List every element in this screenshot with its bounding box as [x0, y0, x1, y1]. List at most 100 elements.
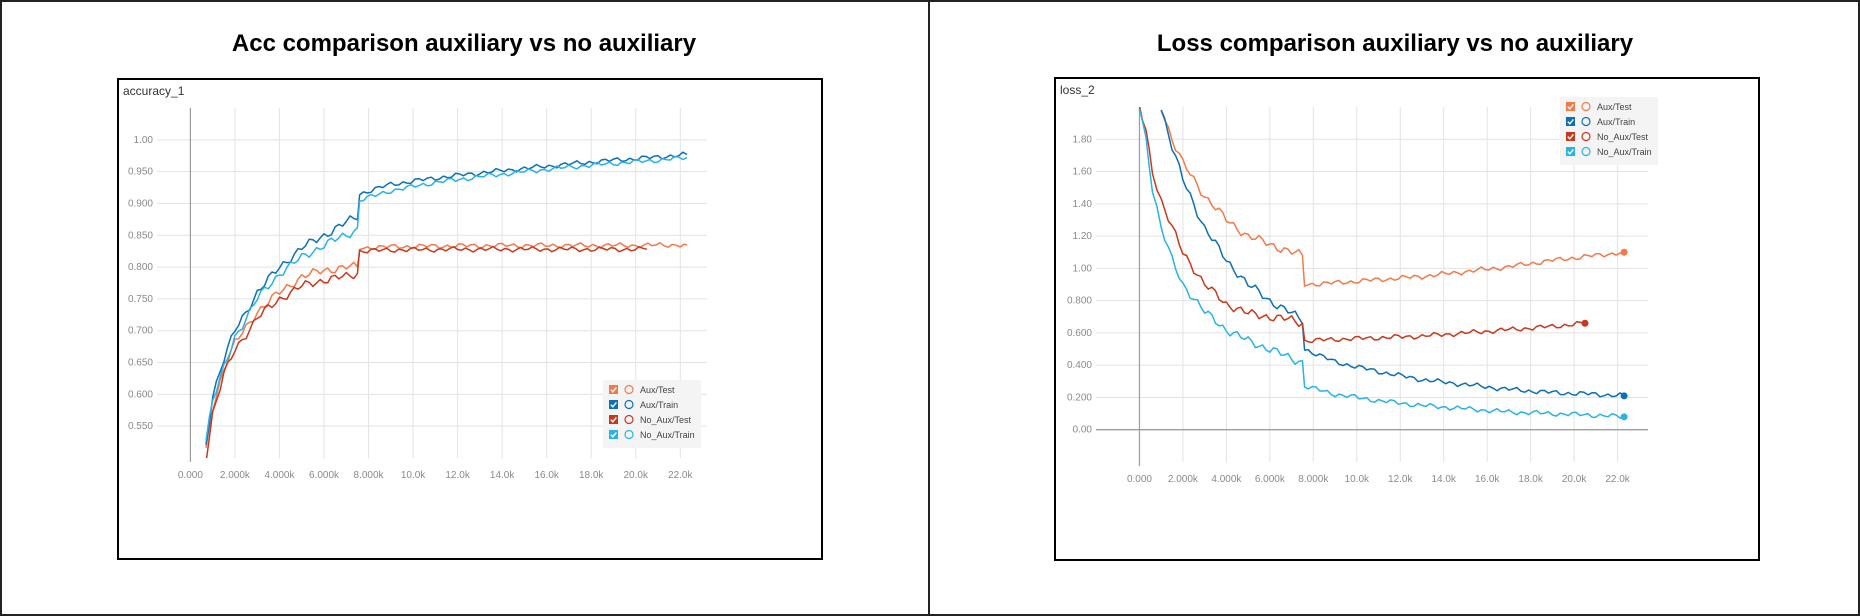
series-end-point [1620, 392, 1628, 400]
x-tick-label: 0.000 [1127, 474, 1152, 485]
series-line-aux-train [205, 151, 688, 445]
x-tick-label: 18.0k [579, 470, 604, 481]
y-tick-label: 0.750 [128, 294, 153, 305]
y-tick-label: 0.00 [1073, 425, 1093, 436]
x-tick-label: 18.0k [1518, 474, 1543, 485]
series-line-aux-train [1160, 109, 1625, 398]
loss-chart: loss_2 0.000 2.000k 4.000k 6.000k 8.000k 10.0k… [1054, 77, 1760, 561]
series-line-no-aux-train [1138, 109, 1625, 419]
y-tick-label: 0.900 [128, 198, 153, 209]
legend-item[interactable]: No_Aux/Train [1566, 146, 1652, 157]
series-end-point [1620, 413, 1628, 421]
y-tick-label: 0.800 [128, 262, 153, 273]
legend-background [603, 380, 701, 448]
checkbox-icon[interactable] [609, 385, 618, 394]
circle-icon[interactable] [1581, 131, 1591, 142]
y-tick-label: 0.650 [128, 358, 153, 369]
y-tick-label: 0.700 [128, 326, 153, 337]
circle-icon[interactable] [624, 429, 634, 440]
checkbox-icon[interactable] [609, 415, 618, 424]
legend-item[interactable]: Aux/Train [1566, 116, 1635, 127]
circle-icon[interactable] [624, 414, 634, 425]
x-tick-label: 2.000k [220, 470, 251, 481]
y-tick-label: 1.00 [134, 135, 154, 146]
checkbox-icon[interactable] [1566, 102, 1575, 111]
check-mark-icon [610, 386, 617, 393]
check-mark-icon [610, 416, 617, 423]
series-line-no-aux-test [1138, 107, 1586, 344]
loss-chart-title: Loss comparison auxiliary vs no auxiliar… [1156, 30, 1634, 57]
checkbox-icon[interactable] [1566, 132, 1575, 141]
circle-icon[interactable] [1581, 116, 1591, 127]
y-tick-label: 1.80 [1073, 134, 1093, 145]
check-mark-icon [610, 431, 617, 438]
x-tick-label: 8.000k [1298, 474, 1329, 485]
x-tick-label: 8.000k [354, 470, 385, 481]
x-tick-label: 16.0k [534, 470, 559, 481]
legend-label: Aux/Train [1597, 117, 1635, 127]
check-mark-icon [1567, 148, 1574, 155]
legend-label: No_Aux/Train [1597, 147, 1652, 157]
y-tick-label: 0.600 [128, 389, 153, 400]
x-tick-label: 22.0k [668, 470, 693, 481]
check-mark-icon [1567, 133, 1574, 140]
panel-divider [928, 0, 930, 616]
circle-icon[interactable] [624, 384, 634, 395]
x-tick-label: 20.0k [1562, 474, 1587, 485]
legend-item[interactable]: No_Aux/Test [1566, 131, 1649, 142]
x-tick-label: 20.0k [624, 470, 649, 481]
accuracy-chart-svg: accuracy_1 0.000 2.000k 4.000k 6.000k 8.000k 1… [123, 84, 707, 481]
circle-icon[interactable] [1581, 101, 1591, 112]
y-tick-label: 0.850 [128, 230, 153, 241]
legend-label: No_Aux/Train [640, 430, 695, 440]
grid [157, 108, 707, 458]
y-tick-label: 0.200 [1067, 392, 1092, 403]
acc-chart-title: Acc comparison auxiliary vs no auxiliary [231, 30, 697, 57]
checkbox-icon[interactable] [1566, 117, 1575, 126]
legend: Aux/Test Aux/Train No_Aux/Test No_Aux/Train [603, 380, 701, 448]
legend-label: Aux/Train [640, 400, 678, 410]
series-end-point [1620, 248, 1628, 256]
y-tick-label: 1.60 [1073, 167, 1093, 178]
series-line-aux-test [205, 242, 688, 449]
series-line-no-aux-train [205, 155, 688, 441]
legend-item[interactable]: No_Aux/Train [609, 429, 695, 440]
circle-icon[interactable] [624, 399, 634, 410]
x-tick-label: 14.0k [1431, 474, 1456, 485]
checkbox-icon[interactable] [1566, 147, 1575, 156]
x-tick-label: 10.0k [401, 470, 426, 481]
y-tick-label: 0.950 [128, 167, 153, 178]
legend-item[interactable]: Aux/Train [609, 399, 678, 410]
legend-label: Aux/Test [640, 385, 675, 395]
series-end-point [1581, 319, 1589, 327]
x-tick-label: 6.000k [309, 470, 340, 481]
legend-label: Aux/Test [1597, 102, 1632, 112]
legend-item[interactable]: No_Aux/Test [609, 414, 692, 425]
x-tick-label: 10.0k [1345, 474, 1370, 485]
x-tick-label: 16.0k [1475, 474, 1500, 485]
y-tick-label: 0.550 [128, 421, 153, 432]
x-tick-label: 12.0k [1388, 474, 1413, 485]
check-mark-icon [1567, 103, 1574, 110]
x-tick-label: 14.0k [490, 470, 515, 481]
accuracy-chart: accuracy_1 0.000 2.000k 4.000k 6.000k 8.000k 1… [117, 78, 823, 560]
legend-item[interactable]: Aux/Test [1566, 101, 1632, 112]
y-tick-label: 1.00 [1073, 263, 1093, 274]
x-tick-label: 2.000k [1168, 474, 1199, 485]
circle-icon[interactable] [1581, 146, 1591, 157]
plot-label: accuracy_1 [123, 84, 185, 98]
plot-label: loss_2 [1060, 83, 1095, 97]
checkbox-icon[interactable] [609, 430, 618, 439]
legend: Aux/Test Aux/Train No_Aux/Test No_Aux/Train [1560, 97, 1658, 165]
y-tick-label: 0.600 [1067, 328, 1092, 339]
legend-item[interactable]: Aux/Test [609, 384, 675, 395]
legend-label: No_Aux/Test [1597, 132, 1649, 142]
checkbox-icon[interactable] [609, 400, 618, 409]
legend-background [1560, 97, 1658, 165]
x-tick-label: 12.0k [445, 470, 470, 481]
loss-chart-svg: loss_2 0.000 2.000k 4.000k 6.000k 8.000k 10.0k… [1060, 83, 1658, 485]
x-tick-label: 0.000 [178, 470, 203, 481]
x-tick-label: 22.0k [1605, 474, 1630, 485]
x-tick-label: 4.000k [1211, 474, 1242, 485]
